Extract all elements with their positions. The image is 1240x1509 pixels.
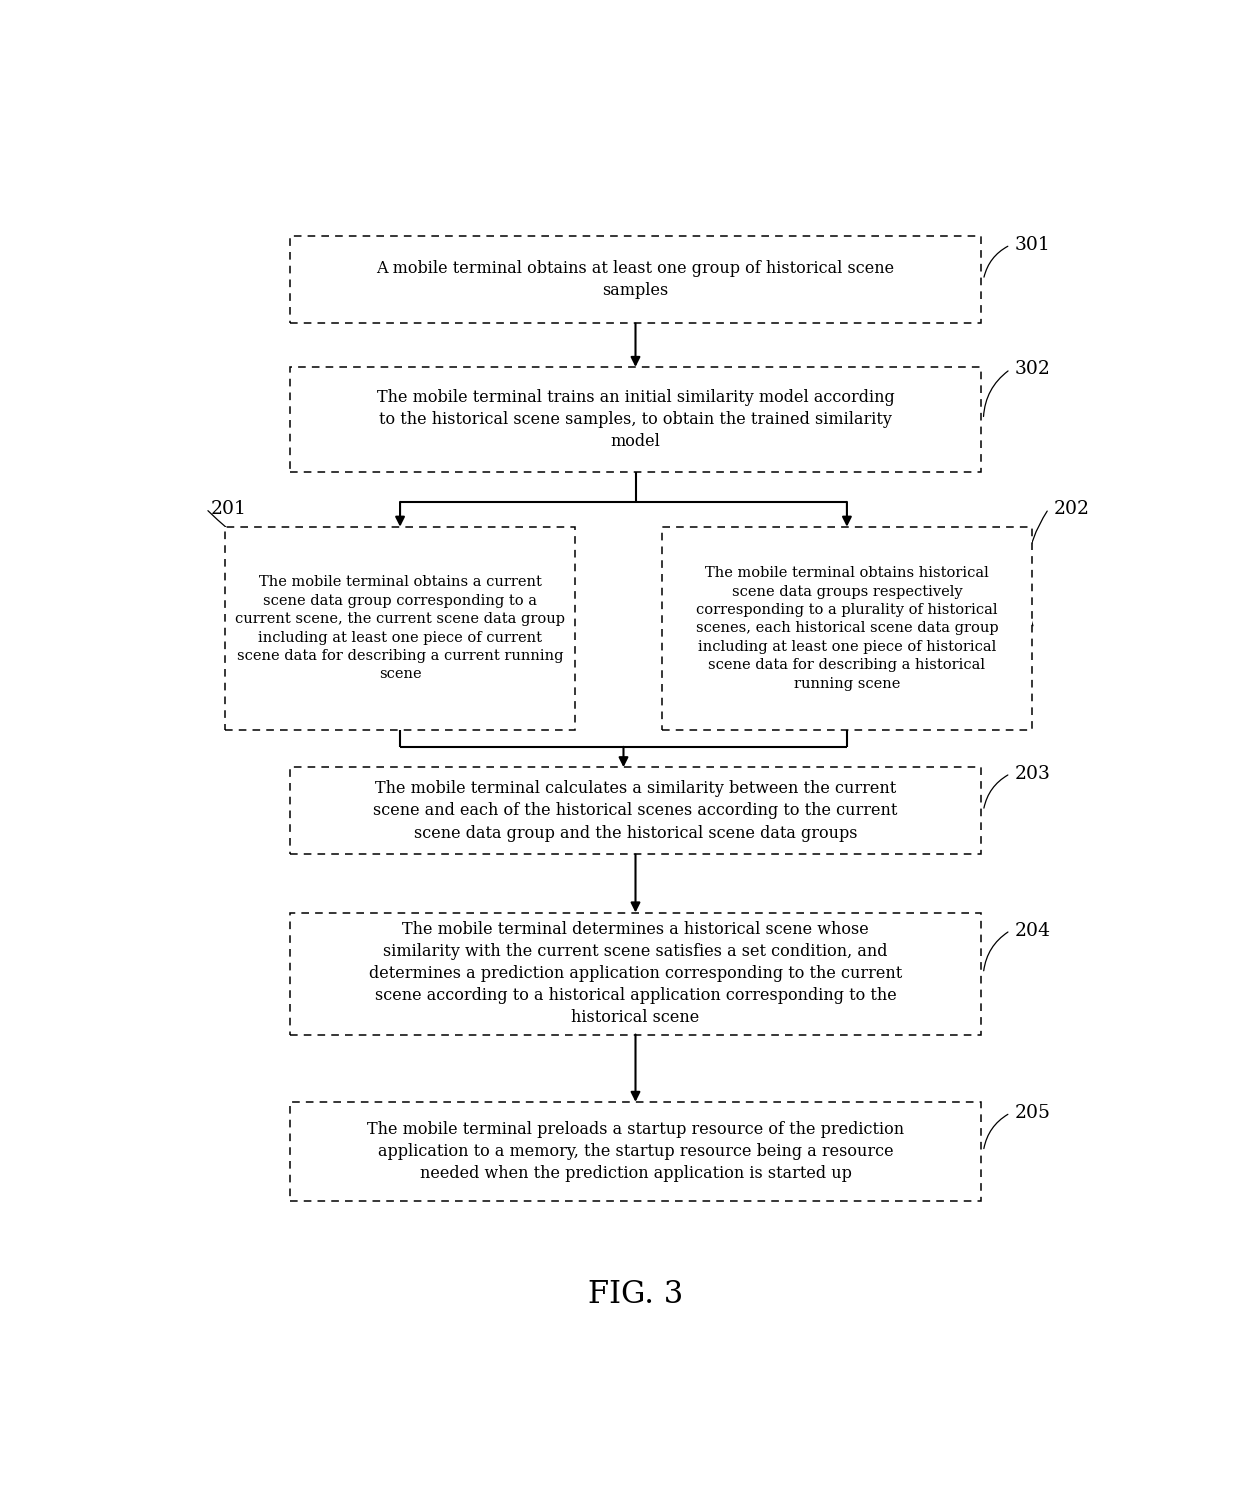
FancyBboxPatch shape [290,367,982,471]
Text: 301: 301 [1016,235,1050,254]
FancyBboxPatch shape [224,527,575,730]
Text: The mobile terminal preloads a startup resource of the prediction
application to: The mobile terminal preloads a startup r… [367,1121,904,1182]
Text: The mobile terminal trains an initial similarity model according
to the historic: The mobile terminal trains an initial si… [377,389,894,450]
Text: 302: 302 [1016,361,1052,379]
Text: 204: 204 [1016,922,1052,940]
FancyBboxPatch shape [290,237,982,323]
Text: The mobile terminal determines a historical scene whose
similarity with the curr: The mobile terminal determines a histori… [368,920,903,1026]
Text: The mobile terminal obtains historical
scene data groups respectively
correspond: The mobile terminal obtains historical s… [696,566,998,691]
Text: 201: 201 [211,499,247,518]
Text: The mobile terminal obtains a current
scene data group corresponding to a
curren: The mobile terminal obtains a current sc… [236,575,565,682]
Text: FIG. 3: FIG. 3 [588,1278,683,1310]
FancyBboxPatch shape [662,527,1032,730]
Text: A mobile terminal obtains at least one group of historical scene
samples: A mobile terminal obtains at least one g… [377,260,894,299]
Text: The mobile terminal calculates a similarity between the current
scene and each o: The mobile terminal calculates a similar… [373,780,898,842]
FancyBboxPatch shape [290,1102,982,1201]
Text: 203: 203 [1016,765,1052,783]
Text: 202: 202 [1054,499,1090,518]
FancyBboxPatch shape [290,913,982,1035]
FancyBboxPatch shape [290,767,982,854]
Text: 205: 205 [1016,1105,1052,1123]
